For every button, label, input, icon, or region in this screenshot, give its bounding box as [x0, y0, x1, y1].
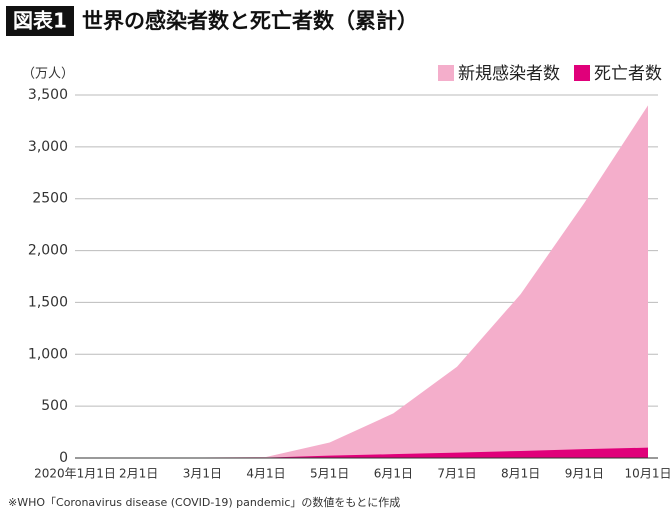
legend-swatch [438, 65, 454, 81]
area [75, 447, 648, 458]
y-tick-label: 0 [59, 450, 68, 466]
x-tick-label: 8月1日 [501, 467, 540, 481]
y-tick-label: 2500 [32, 191, 68, 207]
unit-label: （万人） [22, 67, 74, 82]
area [75, 105, 648, 458]
legend-label: 新規感染者数 [458, 64, 560, 84]
x-tick-label: 10月1日 [625, 467, 670, 481]
legend-swatch [574, 65, 590, 81]
x-tick-label: 2月1日 [119, 467, 158, 481]
y-tick-label: 500 [41, 398, 68, 414]
y-tick-label: 3,500 [28, 87, 68, 103]
x-tick-label: 7月1日 [437, 467, 476, 481]
y-tick-label: 1,500 [28, 294, 68, 310]
x-tick-label: 4月1日 [246, 467, 285, 481]
x-tick-label: 6月1日 [374, 467, 413, 481]
y-tick-label: 1,000 [28, 346, 68, 362]
y-tick-label: 2,000 [28, 243, 68, 259]
x-tick-label: 2020年1月1日 [34, 467, 116, 481]
legend-label: 死亡者数 [594, 64, 662, 84]
x-tick-label: 5月1日 [310, 467, 349, 481]
chart-title: 世界の感染者数と死亡者数（累計） [82, 9, 418, 33]
note: ※WHO「Coronavirus disease (COVID-19) pand… [8, 496, 400, 509]
y-tick-label: 3,000 [28, 139, 68, 155]
badge: 図表1 [13, 9, 67, 33]
x-tick-label: 3月1日 [183, 467, 222, 481]
x-tick-label: 9月1日 [565, 467, 604, 481]
badge-box [6, 6, 74, 36]
